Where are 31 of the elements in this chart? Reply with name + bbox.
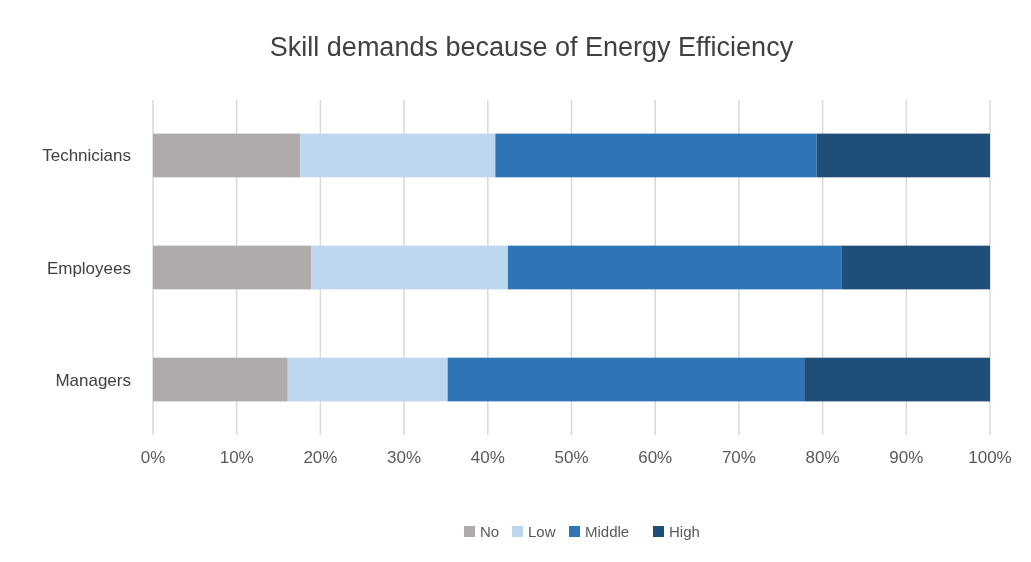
x-tick-label: 40% [470, 448, 505, 467]
bar [841, 245, 990, 290]
y-tick-label: Employees [46, 258, 131, 278]
x-tick-label: 20% [303, 448, 338, 467]
bar [804, 357, 990, 402]
legend-label: High [669, 523, 700, 540]
x-tick-label: 30% [387, 448, 422, 467]
legend-label: No [480, 523, 500, 540]
x-tick-label: 50% [554, 448, 589, 467]
chart-title: Skill demands because of Energy Efficiency [269, 32, 794, 62]
bar [153, 133, 301, 178]
bar [495, 133, 817, 178]
x-tick-label: 80% [805, 448, 840, 467]
bar [507, 245, 842, 290]
bar [300, 133, 496, 178]
legend-label: Middle [585, 523, 630, 540]
x-tick-label: 10% [219, 448, 254, 467]
x-tick-label: 60% [638, 448, 673, 467]
bar [311, 245, 508, 290]
bar [816, 133, 990, 178]
bar [153, 357, 288, 402]
bar [153, 245, 312, 290]
x-tick-label: 70% [721, 448, 756, 467]
x-tick-label: 90% [889, 448, 924, 467]
x-tick-label: 100% [968, 448, 1012, 467]
y-tick-label: Managers [55, 370, 131, 390]
legend-label: Low [528, 523, 556, 540]
x-tick-label: 0% [140, 448, 166, 467]
bar [447, 357, 805, 402]
bar [287, 357, 448, 402]
y-tick-label: Technicians [42, 146, 131, 166]
